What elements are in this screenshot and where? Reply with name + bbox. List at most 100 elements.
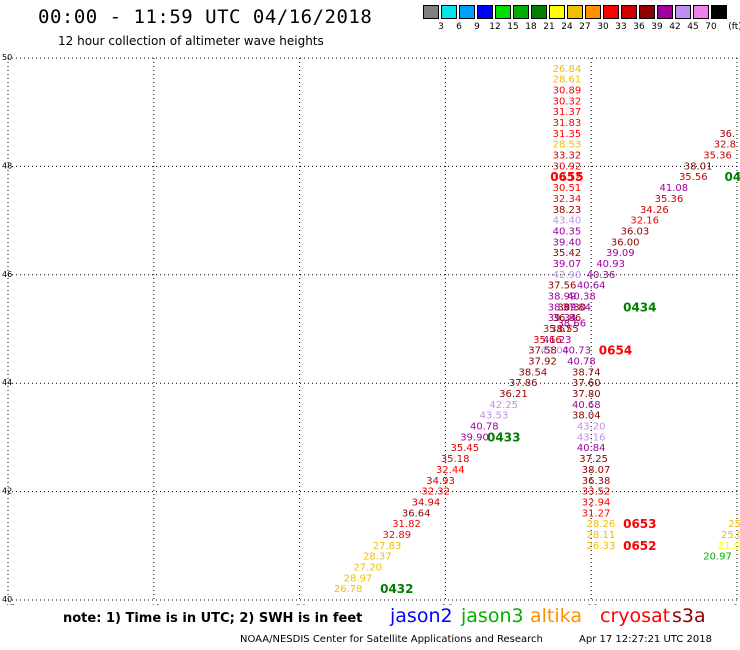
wave-height-value: 39.09	[606, 248, 635, 259]
wave-height-value: 30.89	[553, 86, 582, 97]
wave-height-value: 30.92	[553, 161, 582, 172]
wave-height-value: 39.40	[553, 237, 582, 248]
wave-height-value: 31.83	[553, 118, 582, 129]
wave-height-value: 43.20	[577, 422, 606, 433]
wave-height-value: 35.66	[533, 335, 562, 346]
wave-height-value: 42.90	[553, 270, 582, 281]
wave-height-value: 40.36	[587, 270, 616, 281]
pass-time-label: 0655	[550, 170, 583, 184]
wave-height-value: 40.64	[577, 281, 606, 292]
wave-height-value: 35.42	[553, 248, 582, 259]
legend-swatch	[639, 5, 655, 19]
legend-swatch	[621, 5, 637, 19]
wave-height-value: 39.90	[460, 432, 489, 443]
wave-height-value: 31.27	[582, 508, 611, 519]
wave-height-value: 38.30	[557, 302, 586, 313]
wave-height-value: 32.34	[553, 194, 582, 205]
wave-height-value: 32.32	[421, 487, 450, 498]
legend-label: 42	[669, 22, 681, 32]
wave-height-value: 32.16	[630, 216, 659, 227]
wave-height-value: 43.40	[553, 216, 582, 227]
legend-swatch	[495, 5, 511, 19]
legend-swatch	[549, 5, 565, 19]
legend-label: 15	[507, 22, 519, 32]
wave-height-value: 38.04	[572, 411, 601, 422]
lon-tick-label: -42	[146, 604, 161, 605]
wave-height-value: 35.56	[679, 172, 708, 183]
legend-swatch	[693, 5, 709, 19]
legend-swatch	[441, 5, 457, 19]
legend-label: 30	[597, 22, 609, 32]
legend-swatch	[423, 5, 439, 19]
legend-label: 12	[489, 22, 501, 32]
satellite-name: s3a	[672, 605, 706, 627]
footer-timestamp: Apr 17 12:27:21 UTC 2018	[579, 634, 712, 645]
wave-height-value: 38.07	[582, 465, 611, 476]
legend-swatch	[459, 5, 475, 19]
legend-label: 27	[579, 22, 591, 32]
wave-height-value: 20.97	[703, 552, 732, 563]
pass-time-label: 0433	[487, 430, 520, 444]
wave-height-value: 26.33	[587, 541, 616, 552]
pass-time-label: 0652	[623, 539, 656, 553]
pass-time-label: 0432	[380, 582, 413, 596]
footer-note: note: 1) Time is in UTC; 2) SWH is in fe…	[63, 611, 363, 626]
wave-height-value: 31.35	[553, 129, 582, 140]
satellite-name: jason3	[461, 605, 524, 627]
footer-credit: NOAA/NESDIS Center for Satellite Applica…	[240, 634, 543, 645]
legend-label: 33	[615, 22, 627, 32]
wave-height-value: 37.60	[572, 378, 601, 389]
legend-swatch	[477, 5, 493, 19]
lon-tick-label: -39	[292, 604, 307, 605]
lat-tick-label: 48	[2, 161, 12, 170]
legend-swatch	[603, 5, 619, 19]
wave-height-value: 39.34	[548, 313, 577, 324]
wave-height-value: 38.55	[550, 324, 579, 335]
wave-height-value: 40.84	[577, 443, 606, 454]
wave-height-value: 36.21	[499, 389, 528, 400]
legend-label: 36	[633, 22, 645, 32]
wave-height-value: 28.11	[587, 530, 616, 541]
lat-tick-label: 44	[2, 378, 12, 387]
wave-height-value: 36.86	[553, 313, 582, 324]
wave-height-value: 33.52	[582, 487, 611, 498]
wave-height-value: 32.44	[436, 465, 465, 476]
wave-height-value: 40.78	[567, 357, 596, 368]
wave-height-value: 30.51	[553, 183, 582, 194]
legend-label: 18	[525, 22, 537, 32]
wave-height-value: 41.23	[543, 335, 572, 346]
wave-height-value: 39.07	[553, 259, 582, 270]
lon-tick-label: -30	[730, 604, 740, 605]
wave-height-value: 38.74	[572, 367, 601, 378]
satellite-name: jason2	[390, 605, 453, 627]
wave-height-value: 30.12	[553, 172, 582, 183]
wave-height-value: 38.66	[557, 319, 586, 330]
pass-time-label: 0653	[623, 517, 656, 531]
wave-height-value: 41.08	[659, 183, 688, 194]
wave-height-value: 37.92	[528, 357, 557, 368]
legend-label: 70	[705, 22, 717, 32]
wave-height-value: 25	[728, 519, 740, 530]
wave-height-value: 38.09	[548, 302, 577, 313]
wave-height-value: 35.18	[441, 454, 470, 465]
page-subtitle: 12 hour collection of altimeter wave hei…	[58, 34, 324, 48]
lon-tick-label: -36	[438, 604, 453, 605]
wave-height-value: 28.97	[344, 573, 373, 584]
wave-height-value: 38.99	[548, 291, 577, 302]
wave-height-value: 37.84	[562, 302, 591, 313]
wave-height-value: 37.80	[572, 389, 601, 400]
wave-height-value: 40.38	[567, 291, 596, 302]
legend-swatch	[711, 5, 727, 19]
wave-height-value: 37.86	[509, 378, 538, 389]
wave-height-value: 30.32	[553, 96, 582, 107]
wave-height-value: 38.01	[684, 161, 713, 172]
wave-height-value: 26.78	[334, 584, 363, 595]
wave-height-value: 36.	[719, 129, 735, 140]
wave-height-value: 40.35	[553, 226, 582, 237]
wave-height-value: 42.25	[489, 400, 518, 411]
wave-height-map: -45 -42 -39 -36 -33 -30 40 42 44 46 48 50 26.8428.61…	[1, 53, 740, 605]
wave-height-value: 36.64	[402, 508, 431, 519]
wave-height-value: 37.56	[548, 281, 577, 292]
legend-unit: (ft)	[728, 22, 740, 32]
page-title: 00:00 - 11:59 UTC 04/16/2018	[38, 6, 373, 28]
